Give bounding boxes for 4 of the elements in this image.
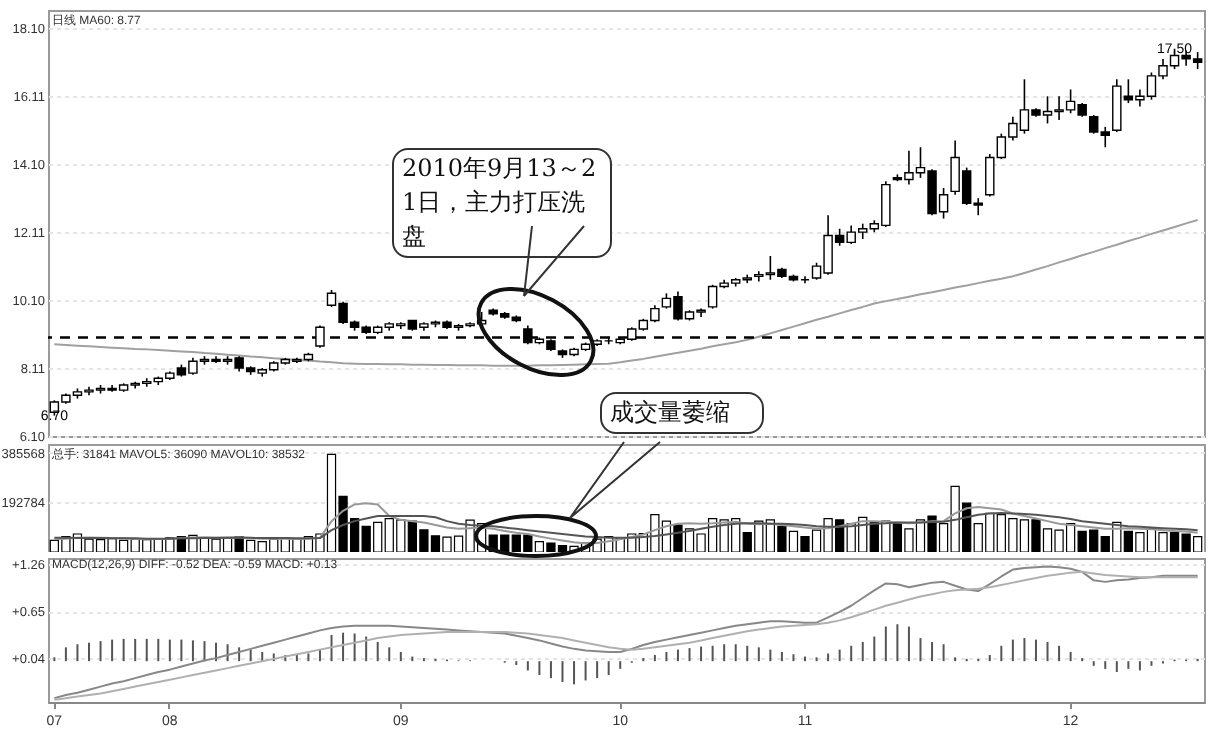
line-series — [53, 511, 1199, 540]
line-series — [53, 218, 1199, 367]
annotation: 成交量萎缩 — [600, 392, 764, 434]
annotation: 2010年9月13～21日，主力打压洗盘 — [392, 148, 612, 258]
